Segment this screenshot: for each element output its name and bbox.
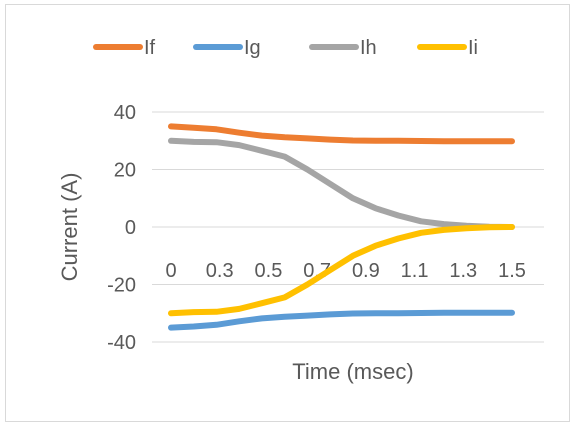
chart-frame [5, 4, 570, 422]
y-tick-label: 20 [114, 160, 136, 182]
legend-item-ii: Ii [417, 37, 478, 59]
y-tick-label: 0 [125, 217, 136, 239]
series-line-ih [168, 137, 515, 230]
y-tick-label: -40 [107, 332, 136, 354]
x-tick-label: 0.5 [255, 260, 283, 282]
y-tick-label: 40 [114, 102, 136, 124]
x-tick-label: 0 [165, 260, 176, 282]
x-tick-label: 1.5 [498, 260, 526, 282]
series-line-ig [168, 309, 515, 331]
legend-label: If [144, 37, 156, 59]
x-tick-label: 1.3 [449, 260, 477, 282]
legend-item-if: If [93, 37, 156, 59]
y-axis-ticks: 40 20 0 -20 -40 [107, 102, 136, 354]
x-tick-label: 1.1 [401, 260, 429, 282]
series-line-if [168, 123, 515, 145]
y-tick-label: -20 [107, 275, 136, 297]
legend: If Ig Ih Ii [93, 37, 478, 59]
x-axis-title: Time (msec) [292, 359, 413, 384]
y-axis-title: Current (A) [57, 173, 82, 282]
x-tick-label: 0.3 [206, 260, 234, 282]
legend-label: Ih [360, 37, 377, 59]
legend-label: Ig [244, 37, 261, 59]
legend-label: Ii [468, 37, 478, 59]
legend-item-ig: Ig [193, 37, 261, 59]
series-lines [168, 123, 515, 331]
legend-item-ih: Ih [309, 37, 377, 59]
x-axis-ticks: 0 0.3 0.5 0.7 0.9 1.1 1.3 1.5 [165, 260, 525, 282]
series-line-ii [168, 224, 515, 317]
x-tick-label: 0.9 [352, 260, 380, 282]
